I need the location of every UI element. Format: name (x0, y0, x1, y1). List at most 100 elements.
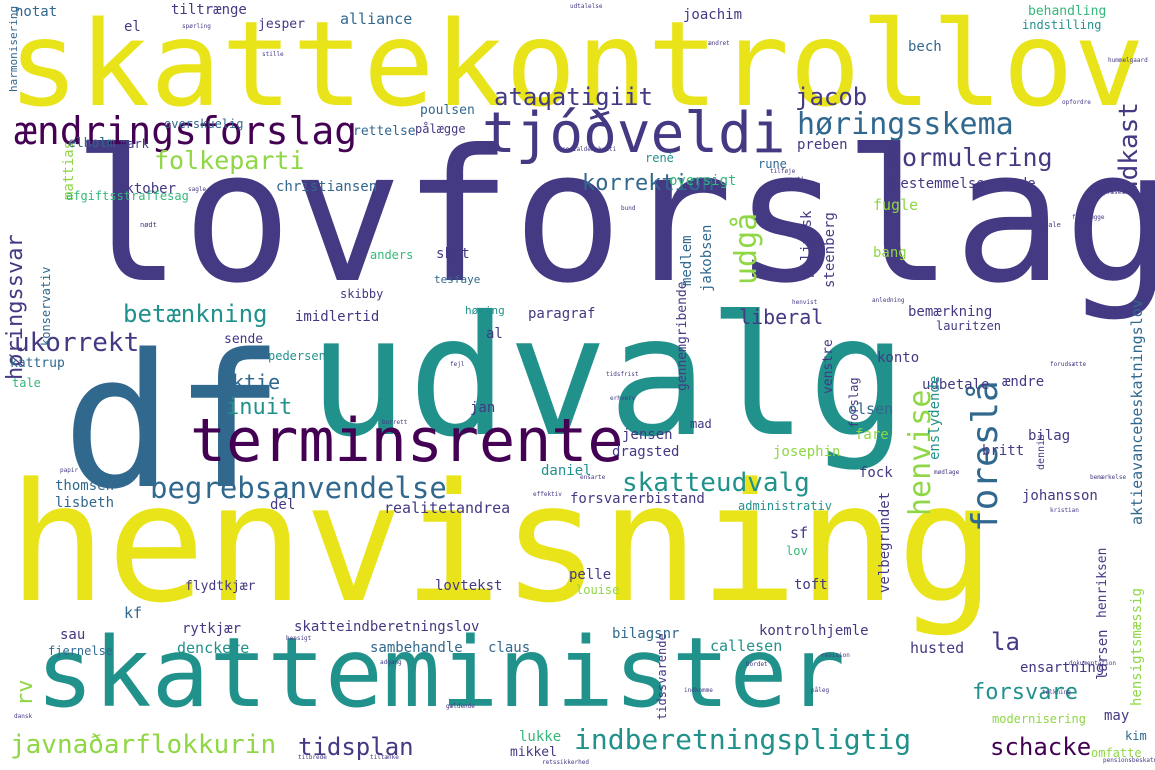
word-cloud-term: rv (13, 679, 38, 707)
word-cloud-term: udkast (1114, 102, 1144, 196)
word-cloud-term: medlem (679, 235, 695, 286)
word-cloud-term: tiltænke (370, 754, 399, 761)
word-cloud-term: dokumentation (1069, 660, 1116, 667)
word-cloud-term: lisbeth (55, 495, 115, 511)
word-cloud-term: el (124, 19, 141, 35)
word-cloud-term: administrativ (738, 499, 832, 513)
word-cloud-term: afgiftsstraffesag (66, 189, 189, 203)
word-cloud-term: poulsen (420, 103, 475, 118)
word-cloud-term: fock (859, 465, 893, 481)
word-cloud-term: henriksen (1095, 547, 1110, 618)
word-cloud-term: konservativ (39, 266, 53, 346)
word-cloud-term: aktieavancebeskatningslov (1128, 299, 1146, 525)
word-cloud-term: forsvare (972, 680, 1078, 705)
word-cloud-term: dragsted (612, 444, 680, 460)
word-cloud-term: ændringsforslag (14, 109, 358, 153)
word-cloud-term: påleg (811, 687, 830, 694)
word-cloud-term: ataqatigiit (494, 83, 653, 111)
word-cloud-term: anledning (872, 297, 905, 304)
word-cloud-term: henvisning (8, 448, 996, 639)
word-cloud-term: steenberg (822, 212, 838, 288)
word-cloud-term: imidlertid (295, 309, 380, 325)
word-cloud-term: harmonisering (7, 5, 20, 92)
word-cloud-term: del (270, 497, 296, 513)
word-cloud-term: kristian (1050, 507, 1079, 514)
word-cloud-term: flydtkjær (185, 579, 256, 594)
word-cloud-term: konto (877, 350, 920, 366)
word-cloud-term: df (62, 314, 285, 530)
word-cloud-term: forslag (847, 377, 861, 428)
word-cloud-term: tidsplan (298, 733, 414, 761)
word-cloud-term: larsen (1095, 629, 1111, 680)
word-cloud-term: papir (60, 467, 79, 474)
word-cloud-term: sende (224, 332, 264, 347)
word-cloud-term: bilagsnr (612, 626, 680, 642)
word-cloud-term: fremlægge (1072, 214, 1105, 221)
word-cloud-term: mødlage (934, 469, 960, 476)
word-cloud-term: bech (908, 39, 942, 55)
word-cloud-term: tiltrænge (171, 2, 247, 18)
word-cloud-term: andrea (456, 499, 511, 517)
word-cloud-term: joachim (683, 7, 743, 23)
word-cloud-term: hensigtsmæssig (1129, 587, 1145, 706)
word-cloud-term: fare (855, 427, 889, 443)
word-cloud-term: inuit (226, 395, 293, 420)
word-cloud-term: adgang (380, 659, 402, 666)
word-cloud-term: pålægge (415, 122, 466, 136)
word-cloud-term: bestemmelse (892, 176, 985, 192)
word-cloud-term: ændret (708, 40, 730, 47)
word-cloud-term: retssikkerhed (542, 759, 589, 766)
word-cloud-term: høring (465, 304, 505, 317)
word-cloud-term: dennis (1036, 433, 1047, 470)
word-cloud-term: johansson (1022, 488, 1098, 504)
word-cloud-term: realitet (384, 499, 457, 517)
word-cloud-term: kontrolhjemle (759, 623, 869, 639)
word-cloud-term: stille (262, 51, 284, 58)
word-cloud-term: lovforslag (72, 111, 1155, 324)
word-cloud-term: oktober (117, 181, 177, 197)
word-cloud-term: mikkel (510, 745, 557, 760)
word-cloud-term: jacob (795, 83, 868, 111)
word-cloud-term: lauritzen (936, 319, 1002, 333)
word-cloud-term: bordet (746, 661, 768, 668)
word-cloud-term: sagle (188, 186, 207, 193)
word-cloud-term: udgå (729, 212, 764, 285)
word-cloud-term: josephin (773, 444, 841, 460)
word-cloud-term: may (1104, 708, 1130, 724)
word-cloud-term: oversigt (669, 173, 737, 189)
word-cloud-term: bund (621, 205, 636, 212)
word-cloud-term: tjóðveldi (482, 101, 786, 166)
word-cloud-term: skattekontrollov (8, 0, 1145, 133)
word-cloud-term: schacke (990, 733, 1092, 761)
word-cloud-term: parti (786, 176, 805, 183)
word-cloud-term: venstre (821, 339, 836, 394)
word-cloud-term: terminsrente (190, 406, 624, 476)
word-cloud-term: fugle (873, 196, 919, 214)
word-cloud-term: daniel (541, 463, 592, 479)
word-cloud-term: callesen (710, 637, 783, 655)
word-cloud-term: repræsentere (1096, 189, 1140, 196)
word-cloud-term: henvist (792, 299, 818, 306)
word-cloud-term: omfatte (1091, 746, 1142, 760)
word-cloud-term: formulering (887, 143, 1053, 172)
word-cloud-term: toft (794, 577, 828, 593)
word-cloud-term: fejl (450, 361, 465, 368)
word-cloud-term: borrett (382, 419, 408, 426)
word-cloud-term: ensarte (580, 474, 606, 481)
word-cloud-term: tidssvarende (655, 633, 669, 720)
word-cloud-term: male (1044, 221, 1061, 229)
word-cloud-term: lov (786, 544, 808, 558)
word-cloud-term: al (486, 326, 503, 342)
word-cloud-term: claus (488, 640, 531, 656)
word-cloud-term: bemærkning (908, 304, 993, 320)
word-cloud-term: javnaðarflokkurin (10, 730, 277, 760)
word-cloud-term: tolkning (1042, 689, 1071, 696)
word-cloud-term: udbetale (922, 377, 990, 393)
word-cloud-term: bang (873, 245, 907, 261)
word-cloud-term: udvalg (308, 281, 908, 474)
word-cloud-term: skatteudvalg (622, 468, 810, 498)
word-cloud-term: skatteminister (36, 617, 846, 729)
word-cloud-term: louise (576, 583, 620, 597)
word-cloud-term: forsvarerbistand (570, 491, 705, 507)
word-cloud-term: anders (370, 248, 414, 262)
